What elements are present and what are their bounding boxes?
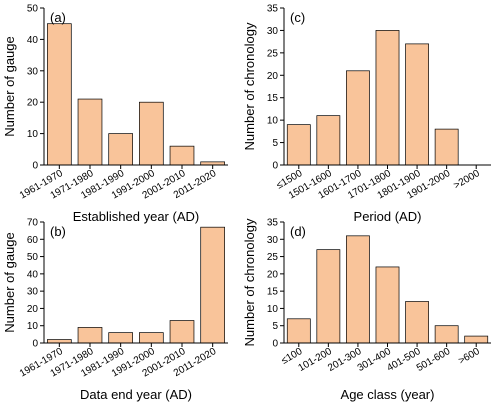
y-tick-label: 30 bbox=[27, 66, 39, 77]
bar-c-5 bbox=[405, 43, 429, 166]
y-tick-label: 5 bbox=[272, 138, 278, 149]
bar-b-1 bbox=[47, 339, 72, 344]
x-axis-title: Established year (AD) bbox=[73, 209, 199, 224]
bar-b-6 bbox=[200, 226, 225, 344]
y-tick-label: 5 bbox=[272, 321, 278, 332]
y-tick-label: 20 bbox=[267, 269, 279, 280]
bar-a-3 bbox=[108, 133, 133, 166]
panel-label: (d) bbox=[290, 224, 306, 239]
y-tick-label: 60 bbox=[27, 235, 39, 246]
y-tick-label: 25 bbox=[267, 48, 279, 59]
x-axis-title: Period (AD) bbox=[354, 209, 422, 224]
bar-b-3 bbox=[108, 332, 133, 344]
y-axis-title: Number of chronology bbox=[242, 22, 257, 150]
y-tick-label: 10 bbox=[267, 304, 279, 315]
x-tick-label: 501-600 bbox=[415, 346, 453, 374]
bar-a-1 bbox=[47, 23, 72, 166]
bar-d-5 bbox=[405, 301, 429, 344]
bar-c-4 bbox=[375, 30, 400, 166]
bar-a-5 bbox=[169, 145, 195, 166]
chart-panel-a: 010203040501961-19701971-19801981-199019… bbox=[2, 4, 228, 224]
x-tick-label: >600 bbox=[457, 346, 482, 367]
y-tick-label: 0 bbox=[272, 339, 278, 350]
bar-b-4 bbox=[139, 332, 164, 344]
y-axis-title: Number of chronology bbox=[242, 218, 257, 346]
y-tick-label: 40 bbox=[27, 269, 39, 280]
bar-d-6 bbox=[434, 325, 459, 344]
bar-c-1 bbox=[286, 124, 311, 166]
bar-a-2 bbox=[77, 98, 103, 166]
bar-b-2 bbox=[77, 327, 103, 344]
y-tick-label: 50 bbox=[27, 252, 39, 263]
chart-panel-c: 05101520253035≤15001501-16001601-1700170… bbox=[242, 4, 491, 224]
y-tick-label: 0 bbox=[32, 339, 38, 350]
y-tick-label: 70 bbox=[27, 218, 39, 229]
bar-d-1 bbox=[286, 318, 311, 344]
panel-label: (c) bbox=[290, 10, 305, 25]
panel-label: (b) bbox=[50, 224, 66, 239]
bar-d-3 bbox=[346, 235, 370, 344]
bar-a-4 bbox=[139, 101, 164, 166]
x-axis-title: Data end year (AD) bbox=[80, 387, 192, 402]
y-tick-label: 0 bbox=[272, 161, 278, 172]
y-tick-label: 20 bbox=[27, 98, 39, 109]
y-tick-label: 35 bbox=[267, 218, 279, 229]
x-tick-label: >2000 bbox=[452, 168, 482, 192]
y-tick-label: 20 bbox=[267, 71, 279, 82]
y-tick-label: 15 bbox=[267, 287, 279, 298]
y-tick-label: 30 bbox=[27, 287, 39, 298]
y-tick-label: 35 bbox=[267, 4, 279, 15]
y-tick-label: 50 bbox=[27, 4, 39, 15]
panel-label: (a) bbox=[50, 10, 66, 25]
y-tick-label: 10 bbox=[27, 321, 39, 332]
y-tick-label: 30 bbox=[267, 26, 279, 37]
bar-d-7 bbox=[464, 335, 489, 344]
y-tick-label: 15 bbox=[267, 93, 279, 104]
bar-d-4 bbox=[375, 266, 400, 344]
bar-c-3 bbox=[346, 70, 370, 166]
y-tick-label: 10 bbox=[27, 129, 39, 140]
x-axis-title: Age class (year) bbox=[341, 387, 435, 402]
y-tick-label: 30 bbox=[267, 235, 279, 246]
bar-c-6 bbox=[434, 128, 459, 166]
chart-panel-d: 05101520253035≤100101-200201-300301-4004… bbox=[242, 218, 491, 402]
y-tick-label: 20 bbox=[27, 304, 39, 315]
y-axis-title: Number of gauge bbox=[2, 36, 17, 136]
y-tick-label: 25 bbox=[267, 252, 279, 263]
bar-c-2 bbox=[316, 115, 341, 166]
y-tick-label: 10 bbox=[267, 116, 279, 127]
y-tick-label: 0 bbox=[32, 161, 38, 172]
y-tick-label: 40 bbox=[27, 35, 39, 46]
bar-b-5 bbox=[169, 320, 195, 344]
bar-d-2 bbox=[316, 249, 341, 344]
y-axis-title: Number of gauge bbox=[2, 232, 17, 332]
chart-panel-b: 0102030405060701961-19701971-19801981-19… bbox=[2, 218, 228, 402]
